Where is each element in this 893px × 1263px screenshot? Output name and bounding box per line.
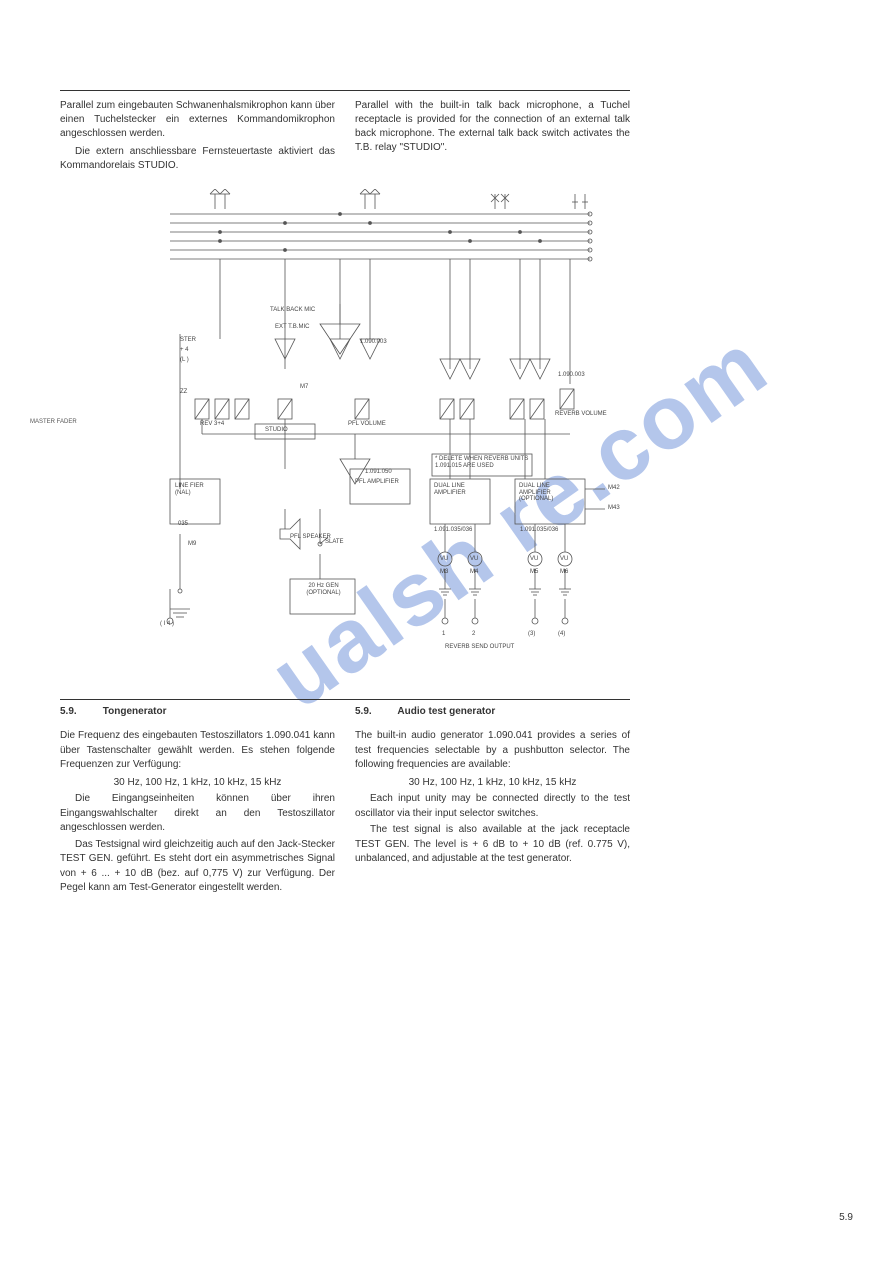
intro-en-p1: Parallel with the built-in talk back mic… [355, 99, 630, 155]
intro-en: Parallel with the built-in talk back mic… [355, 99, 630, 177]
lbl-m5: M5 [530, 569, 538, 575]
lbl-20hz: 20 Hz GEN (OPTIONAL) [296, 583, 351, 596]
lbl-reverb-send: REVERB SEND OUTPUT [445, 644, 514, 650]
lbl-n1: 1 [442, 631, 445, 637]
body-de-freq: 30 Hz, 100 Hz, 1 kHz, 10 kHz, 15 kHz [60, 776, 335, 791]
lbl-ll: (L ) [180, 357, 189, 363]
lbl-vu2: VU [470, 556, 478, 562]
lbl-i4: ( I 4 ) [160, 621, 174, 627]
lbl-090003a: 1.090.003 [360, 339, 387, 345]
section-title-en: Audio test generator [397, 706, 495, 717]
body-en-freq: 30 Hz, 100 Hz, 1 kHz, 10 kHz, 15 kHz [355, 776, 630, 791]
lbl-slate: SLATE [325, 539, 344, 545]
lbl-line-fier: LINE FIER (NAL) [175, 483, 215, 496]
lbl-delete: * DELETE WHEN REVERB UNITS 1.091.015 ARE… [435, 456, 530, 469]
lbl-pfl-vol: PFL VOLUME [348, 421, 386, 427]
body-en-p2: Each input unity may be connected direct… [355, 792, 630, 821]
lbl-dual2: DUAL LINE AMPLIFIER (OPTIONAL) [519, 483, 581, 503]
lbl-m42: M42 [608, 485, 620, 491]
lbl-ext-tb: EXT T.B.MIC [275, 324, 309, 330]
lbl-091035b: 1.091.035/036 [520, 527, 558, 533]
lbl-m6: M6 [560, 569, 568, 575]
lbl-n4: (4) [558, 631, 565, 637]
body-en: The built-in audio generator 1.090.041 p… [355, 729, 630, 898]
intro-paragraphs: Parallel zum eingebauten Schwanenhalsmik… [60, 99, 630, 177]
lbl-m3: M3 [440, 569, 448, 575]
intro-de: Parallel zum eingebauten Schwanenhalsmik… [60, 99, 335, 177]
lbl-ster: STER [180, 337, 196, 343]
lbl-plus4: + 4 [180, 347, 189, 353]
lbl-reverb-vol: REVERB VOLUME [555, 411, 607, 417]
lbl-035: 035 [178, 521, 188, 527]
lbl-091050: 1.091.050 [365, 469, 392, 475]
section-heading: 5.9. Tongenerator 5.9. Audio test genera… [60, 699, 630, 717]
lbl-zz: ZZ [180, 389, 187, 395]
lbl-pfl-amp: PFL AMPLIFIER [355, 479, 399, 485]
lbl-vu4: VU [560, 556, 568, 562]
page-content: Parallel zum eingebauten Schwanenhalsmik… [60, 90, 630, 898]
lbl-090003b: 1.090.003 [558, 372, 585, 378]
lbl-studio: STUDIO [265, 427, 288, 433]
lbl-n3: (3) [528, 631, 535, 637]
body-de-p3: Das Testsignal wird gleichzeitig auch au… [60, 838, 335, 896]
lbl-n2: 2 [472, 631, 475, 637]
lbl-vu3: VU [530, 556, 538, 562]
lbl-vu1: VU [440, 556, 448, 562]
lbl-rev34: REV 3+4 [200, 421, 224, 427]
top-rule [60, 90, 630, 91]
lbl-talkback: TALK BACK MIC [270, 307, 315, 313]
section-num-en: 5.9. [355, 706, 395, 717]
schematic-diagram: MASTER FADER [60, 189, 620, 659]
intro-de-p1: Parallel zum eingebauten Schwanenhalsmik… [60, 99, 335, 141]
lbl-dual1: DUAL LINE AMPLIFIER [434, 483, 484, 496]
body-en-p3: The test signal is also available at the… [355, 823, 630, 867]
body-de-p1: Die Frequenz des eingebauten Testoszilla… [60, 729, 335, 773]
intro-de-p2: Die extern anschliessbare Fernsteuertast… [60, 145, 335, 173]
lbl-m43: M43 [608, 505, 620, 511]
section-title-de: Tongenerator [103, 706, 167, 717]
lbl-m9: M9 [188, 541, 196, 547]
body-de: Die Frequenz des eingebauten Testoszilla… [60, 729, 335, 898]
body-en-p1: The built-in audio generator 1.090.041 p… [355, 729, 630, 773]
lbl-m4: M4 [470, 569, 478, 575]
page-number: 5.9 [839, 1212, 853, 1223]
section-num-de: 5.9. [60, 706, 100, 717]
lbl-m7: M7 [300, 384, 308, 390]
body-paragraphs: Die Frequenz des eingebauten Testoszilla… [60, 729, 630, 898]
master-fader-label: MASTER FADER [30, 419, 77, 426]
lbl-091035a: 1.091.035/036 [434, 527, 472, 533]
body-de-p2: Die Eingangseinheiten können über ihren … [60, 792, 335, 836]
